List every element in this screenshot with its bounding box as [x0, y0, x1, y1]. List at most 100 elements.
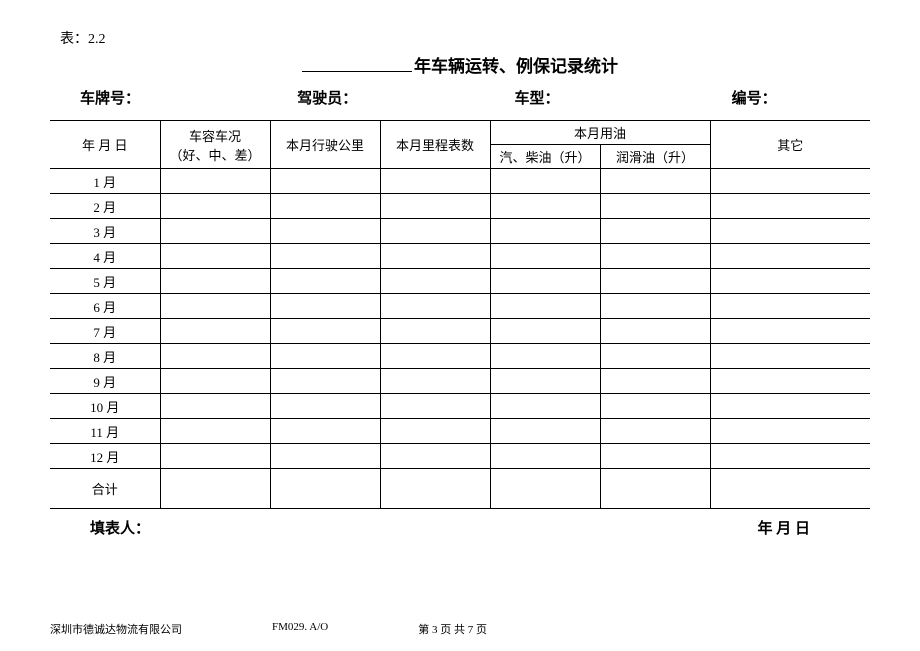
hdr-condition-l1: 车容车况: [161, 126, 270, 145]
hdr-fuel: 汽、柴油（升）: [490, 145, 600, 169]
month-cell: 4 月: [50, 244, 160, 269]
data-cell: [490, 444, 600, 469]
footer-company: 深圳市德诚达物流有限公司: [50, 621, 182, 637]
data-cell: [710, 369, 870, 394]
hdr-condition-l2: （好、中、差）: [161, 145, 270, 164]
data-cell: [710, 294, 870, 319]
data-cell: [710, 419, 870, 444]
data-cell: [490, 219, 600, 244]
total-cell: [600, 469, 710, 509]
total-cell: [710, 469, 870, 509]
data-cell: [270, 344, 380, 369]
table-row: 5 月: [50, 269, 870, 294]
data-cell: [600, 269, 710, 294]
data-cell: [600, 394, 710, 419]
info-row: 车牌号： 驾驶员： 车型： 编号：: [50, 85, 870, 114]
title-text: 年车辆运转、例保记录统计: [414, 57, 618, 76]
data-cell: [270, 194, 380, 219]
data-cell: [600, 419, 710, 444]
data-cell: [600, 169, 710, 194]
data-cell: [490, 394, 600, 419]
table-row: 12 月: [50, 444, 870, 469]
data-cell: [380, 344, 490, 369]
bottom-row: 填表人： 年 月 日: [50, 509, 870, 538]
data-cell: [270, 419, 380, 444]
table-row: 8 月: [50, 344, 870, 369]
page: 表：2.2 年车辆运转、例保记录统计 车牌号： 驾驶员： 车型： 编号： 年 月…: [0, 0, 920, 651]
label-plate: 车牌号：: [80, 87, 297, 108]
data-cell: [160, 194, 270, 219]
data-cell: [600, 319, 710, 344]
hdr-odo: 本月里程表数: [380, 121, 490, 169]
table-row: 10 月: [50, 394, 870, 419]
data-cell: [600, 344, 710, 369]
data-cell: [160, 444, 270, 469]
month-cell: 9 月: [50, 369, 160, 394]
month-cell: 5 月: [50, 269, 160, 294]
hdr-condition: 车容车况 （好、中、差）: [160, 121, 270, 169]
footer-form-no: FM029. A/O: [272, 621, 328, 637]
document-title: 年车辆运转、例保记录统计: [50, 52, 870, 85]
data-cell: [490, 294, 600, 319]
data-cell: [270, 394, 380, 419]
data-cell: [490, 169, 600, 194]
data-cell: [380, 219, 490, 244]
month-cell: 12 月: [50, 444, 160, 469]
data-cell: [380, 294, 490, 319]
data-cell: [380, 394, 490, 419]
data-cell: [160, 219, 270, 244]
month-cell: 11 月: [50, 419, 160, 444]
data-cell: [380, 169, 490, 194]
month-cell: 2 月: [50, 194, 160, 219]
data-cell: [380, 369, 490, 394]
label-driver: 驾驶员：: [297, 87, 514, 108]
table-row: 3 月: [50, 219, 870, 244]
data-cell: [160, 244, 270, 269]
data-cell: [490, 244, 600, 269]
record-table: 年 月 日 车容车况 （好、中、差） 本月行驶公里 本月里程表数 本月用油 其它…: [50, 120, 870, 509]
data-cell: [600, 244, 710, 269]
data-cell: [490, 319, 600, 344]
data-cell: [490, 269, 600, 294]
data-cell: [160, 269, 270, 294]
data-cell: [600, 444, 710, 469]
data-cell: [160, 369, 270, 394]
label-model: 车型：: [514, 87, 731, 108]
data-cell: [270, 294, 380, 319]
data-cell: [490, 419, 600, 444]
data-cell: [160, 169, 270, 194]
data-cell: [380, 194, 490, 219]
month-cell: 1 月: [50, 169, 160, 194]
data-cell: [160, 419, 270, 444]
total-cell: [270, 469, 380, 509]
data-cell: [490, 194, 600, 219]
table-row: 6 月: [50, 294, 870, 319]
footer: 深圳市德诚达物流有限公司 FM029. A/O 第 3 页 共 7 页: [50, 621, 487, 637]
data-cell: [160, 344, 270, 369]
data-cell: [600, 219, 710, 244]
table-row: 1 月: [50, 169, 870, 194]
data-cell: [490, 369, 600, 394]
month-cell: 6 月: [50, 294, 160, 319]
data-cell: [380, 244, 490, 269]
data-cell: [710, 219, 870, 244]
hdr-oil-group: 本月用油: [490, 121, 710, 145]
data-cell: [160, 394, 270, 419]
data-cell: [270, 444, 380, 469]
data-cell: [270, 169, 380, 194]
month-cell: 10 月: [50, 394, 160, 419]
month-cell: 7 月: [50, 319, 160, 344]
date-label: 年 月 日: [757, 517, 810, 538]
table-row: 11 月: [50, 419, 870, 444]
data-cell: [270, 244, 380, 269]
total-cell: [380, 469, 490, 509]
table-row: 4 月: [50, 244, 870, 269]
table-row: 7 月: [50, 319, 870, 344]
table-row: 2 月: [50, 194, 870, 219]
data-cell: [600, 369, 710, 394]
data-cell: [600, 294, 710, 319]
data-cell: [270, 369, 380, 394]
hdr-other: 其它: [710, 121, 870, 169]
data-cell: [380, 269, 490, 294]
data-cell: [380, 444, 490, 469]
